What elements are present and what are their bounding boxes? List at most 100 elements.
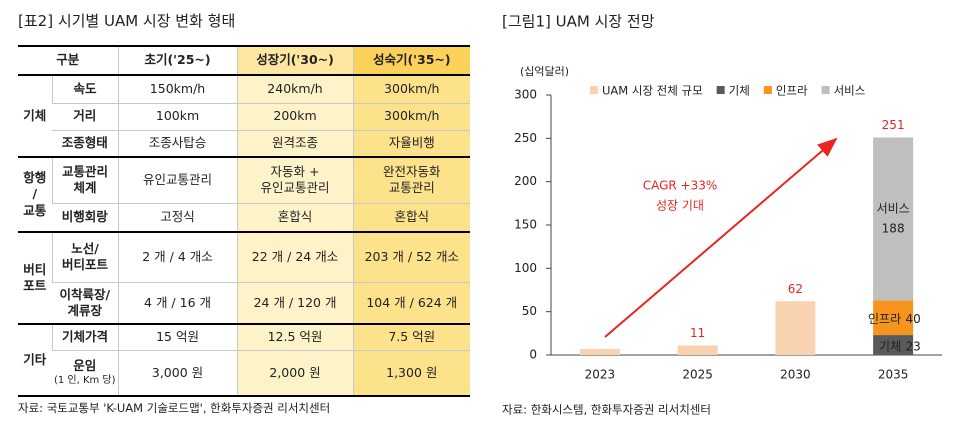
- table-cell: 혼합식: [352, 203, 471, 233]
- legend-swatch: [821, 86, 830, 94]
- table: 구분 초기('25~) 성장기('30~) 성숙기('35~) 기체 속도 150km/h…: [18, 45, 471, 397]
- x-tick-label: 2023: [585, 368, 616, 382]
- table-cell: 104 개 / 624 개: [352, 282, 471, 325]
- legend-swatch: [763, 86, 772, 94]
- legend-label: 인프라: [776, 84, 808, 98]
- group-label: 기체: [18, 75, 52, 158]
- column-header: 초기('25~): [117, 45, 238, 76]
- growth-arrow: [604, 137, 838, 338]
- y-tick-label: 0: [529, 348, 537, 362]
- segment-name: 기체: [879, 340, 901, 354]
- stacked-segment: [873, 300, 914, 336]
- y-tick-label: 100: [514, 261, 537, 275]
- group-label: 항행 / 교통: [18, 157, 52, 233]
- x-tick-label: 2025: [682, 368, 713, 382]
- y-tick-label: 250: [514, 131, 537, 145]
- row-label: 비행회랑: [52, 203, 119, 233]
- group-label: 기타: [18, 324, 52, 397]
- table-cell: 203 개 / 52 개소: [352, 232, 471, 283]
- table-cell: 2,000 원: [236, 350, 354, 397]
- segment-label: 40: [905, 312, 920, 326]
- table-row: 거리 100km 200km 300km/h: [18, 103, 471, 131]
- segment-label: 188: [882, 221, 905, 235]
- stacked-segment: [873, 335, 914, 355]
- table-cell: 24 개 / 120 개: [236, 282, 354, 325]
- table-row: 비행회랑 고정식 혼합식 혼합식: [18, 203, 471, 233]
- legend-label: 서비스: [834, 84, 866, 98]
- table-cell: 3,000 원: [117, 350, 238, 397]
- table-row: 기타 기체가격 15 억원 12.5 억원 7.5 억원: [18, 324, 471, 397]
- legend-swatch: [716, 86, 725, 94]
- table-cell: 22 개 / 24 개소: [236, 232, 354, 283]
- table-cell: 고정식: [117, 203, 238, 233]
- group-label: 버티 포트: [18, 232, 52, 325]
- table-cell: 원격조종: [236, 130, 354, 158]
- bar: [677, 345, 718, 355]
- row-label: 속도: [51, 75, 119, 104]
- chart-title: [그림1] UAM 시장 전망: [502, 13, 655, 31]
- row-label: 노선/ 버티포트: [51, 232, 119, 283]
- table-row: 항행 / 교통 교통관리 체계 유인교통관리 자동화 + 유인교통관리 완전자동화 교통…: [18, 157, 471, 233]
- x-tick-label: 2030: [780, 368, 811, 382]
- row-note: (1 인, Km 당): [53, 375, 116, 387]
- table-cell: 200km: [236, 103, 354, 131]
- column-header: 성장기('30~): [236, 45, 354, 76]
- table-cell: 300km/h: [352, 75, 471, 104]
- table-cell: 15 억원: [117, 324, 238, 351]
- table-row: 운임 (1 인, Km 당) 3,000 원 2,000 원 1,300 원: [18, 350, 471, 397]
- y-tick-label: 200: [514, 174, 537, 188]
- table-row: 기체 속도 150km/h 240km/h 300km/h: [18, 75, 471, 158]
- table-body: 기체 속도 150km/h 240km/h 300km/h 거리 100km 200km 300…: [18, 75, 471, 397]
- chart-source: 자료: 한화시스템, 한화투자증권 리서치센터: [502, 403, 711, 417]
- bar: [579, 348, 620, 355]
- table-cell: 혼합식: [236, 203, 354, 233]
- table-row: 버티 포트 노선/ 버티포트 2 개 / 4 개소 22 개 / 24 개소 203 개…: [18, 232, 471, 325]
- table-row: 이착륙장/ 계류장 4 개 / 16 개 24 개 / 120 개 104 개 / 6…: [18, 282, 471, 325]
- y-tick-label: 300: [514, 88, 537, 102]
- row-label: 조종형태: [52, 130, 119, 158]
- row-label: 거리: [52, 103, 119, 131]
- segment-name: 서비스: [877, 201, 910, 215]
- legend-label: 기체: [729, 84, 750, 98]
- column-header: 성숙기('35~): [352, 45, 471, 76]
- row-label: 교통관리 체계: [51, 157, 119, 204]
- segment-name: 인프라: [868, 312, 901, 326]
- table-cell: 2 개 / 4 개소: [117, 232, 238, 283]
- table-cell: 완전자동화 교통관리: [352, 157, 471, 204]
- y-tick-label: 50: [522, 304, 537, 318]
- stacked-segment: [873, 137, 914, 301]
- table-cell: 100km: [117, 103, 238, 131]
- bar: [775, 301, 816, 355]
- table-cell: 240km/h: [236, 75, 354, 104]
- legend-swatch: [590, 86, 598, 94]
- x-tick-label: 2035: [878, 368, 909, 382]
- y-tick-label: 150: [514, 218, 537, 232]
- annotation: 성장 기대: [656, 199, 704, 213]
- table-cell: 조종사탑승: [117, 130, 238, 158]
- table-cell: 자율비행: [352, 130, 471, 158]
- table-cell: 1,300 원: [352, 350, 471, 397]
- unit-label: (십억달러): [520, 65, 569, 78]
- table-cell: 12.5 억원: [236, 324, 354, 351]
- table-row: 조종형태 조종사탑승 원격조종 자율비행: [18, 130, 471, 158]
- table-cell: 자동화 + 유인교통관리: [236, 157, 354, 204]
- row-label: 운임 (1 인, Km 당): [52, 350, 119, 397]
- header-row: 구분 초기('25~) 성장기('30~) 성숙기('35~): [18, 45, 471, 76]
- table-cell: 유인교통관리: [117, 157, 238, 204]
- data-label: 11: [690, 326, 705, 340]
- column-header: 구분: [18, 45, 119, 76]
- table-cell: 150km/h: [117, 75, 238, 104]
- legend-label: UAM 시장 전체 규모: [602, 84, 703, 98]
- table-source: 자료: 국토교통부 'K-UAM 기술로드맵', 한화투자증권 리서치센터: [18, 401, 331, 415]
- table-cell: 300km/h: [352, 103, 471, 131]
- table-title: [표2] 시기별 UAM 시장 변화 형태: [18, 12, 236, 30]
- table-cell: 7.5 억원: [352, 324, 471, 351]
- data-label: 62: [788, 282, 803, 296]
- table-cell: 4 개 / 16 개: [117, 282, 238, 325]
- total-label: 251: [882, 118, 905, 132]
- row-label: 이착륙장/ 계류장: [52, 282, 119, 325]
- annotation: CAGR +33%: [643, 179, 718, 193]
- row-label: 기체가격: [51, 324, 119, 351]
